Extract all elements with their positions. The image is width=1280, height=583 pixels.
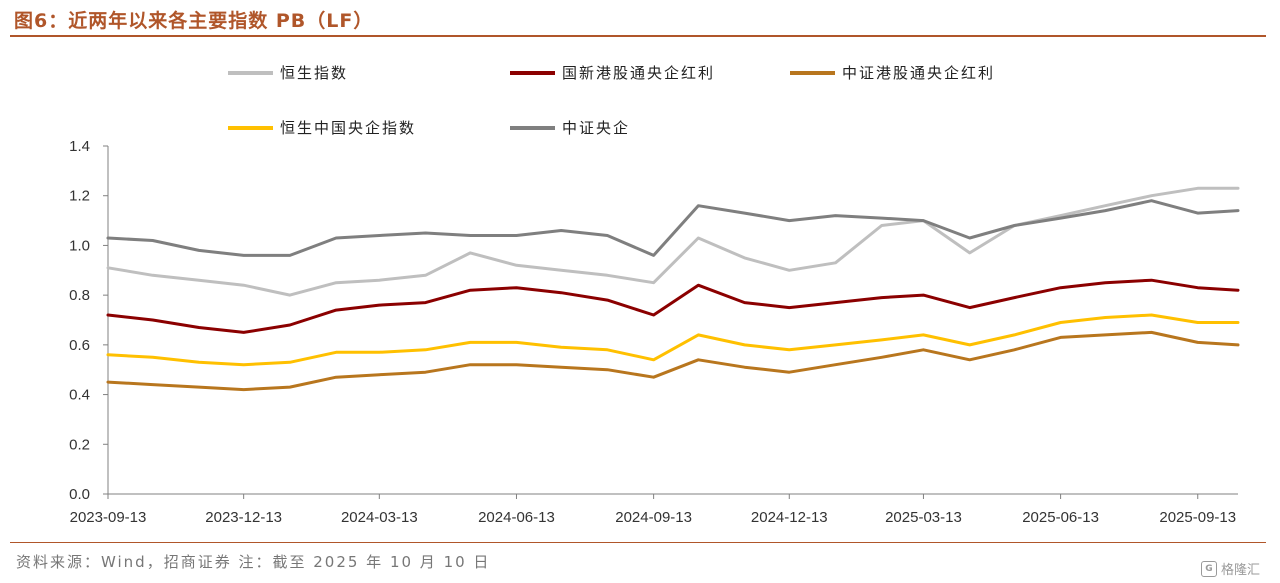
series-line-1 bbox=[106, 278, 1240, 334]
y-tick-label: 1.0 bbox=[69, 237, 90, 254]
legend-label-2: 中证港股通央企红利 bbox=[842, 64, 995, 82]
legend-label-1: 国新港股通央企红利 bbox=[562, 64, 715, 82]
series-line-4 bbox=[106, 199, 1240, 257]
x-tick-label: 2024-06-13 bbox=[478, 509, 555, 526]
x-tick-label: 2023-09-13 bbox=[70, 509, 147, 526]
y-tick-label: 0.4 bbox=[69, 387, 90, 404]
legend-label-3: 恒生中国央企指数 bbox=[280, 119, 416, 137]
legend-label-0: 恒生指数 bbox=[280, 64, 348, 82]
watermark-logo-icon: G bbox=[1200, 560, 1217, 577]
x-tick-label: 2023-12-13 bbox=[205, 509, 282, 526]
series-line-2 bbox=[106, 330, 1240, 392]
y-tick-label: 0.0 bbox=[69, 486, 90, 503]
x-tick-label: 2025-03-13 bbox=[885, 509, 962, 526]
watermark-text: 格隆汇 bbox=[1220, 563, 1260, 578]
y-axis: 0.0 0.2 0.4 0.6 0.8 1.0 1.2 1.4 bbox=[69, 138, 109, 503]
x-tick-label: 2024-09-13 bbox=[615, 509, 692, 526]
title-rule bbox=[10, 35, 1266, 37]
x-tick-label: 2025-06-13 bbox=[1022, 509, 1099, 526]
x-tick-label: 2024-12-13 bbox=[751, 509, 828, 526]
source-note: 资料来源：Wind，招商证券 注：截至 2025 年 10 月 10 日 bbox=[16, 553, 491, 571]
footer-rule bbox=[10, 542, 1266, 543]
series-lines bbox=[106, 186, 1240, 392]
y-tick-label: 1.2 bbox=[69, 188, 90, 205]
y-tick-label: 1.4 bbox=[69, 138, 90, 155]
series-line-0 bbox=[106, 186, 1240, 297]
watermark: G 格隆汇 bbox=[1200, 559, 1260, 578]
x-tick-label: 2025-09-13 bbox=[1159, 509, 1236, 526]
y-tick-label: 0.8 bbox=[69, 287, 90, 304]
x-tick-label: 2024-03-13 bbox=[341, 509, 418, 526]
series-line-3 bbox=[106, 313, 1240, 367]
y-tick-label: 0.6 bbox=[69, 337, 90, 354]
chart-title: 图6：近两年以来各主要指数 PB（LF） bbox=[14, 10, 374, 32]
x-axis: 2023-09-13 2023-12-13 2024-03-13 2024-06-13… bbox=[70, 493, 1238, 526]
y-tick-label: 0.2 bbox=[69, 436, 90, 453]
legend-label-4: 中证央企 bbox=[562, 119, 630, 137]
